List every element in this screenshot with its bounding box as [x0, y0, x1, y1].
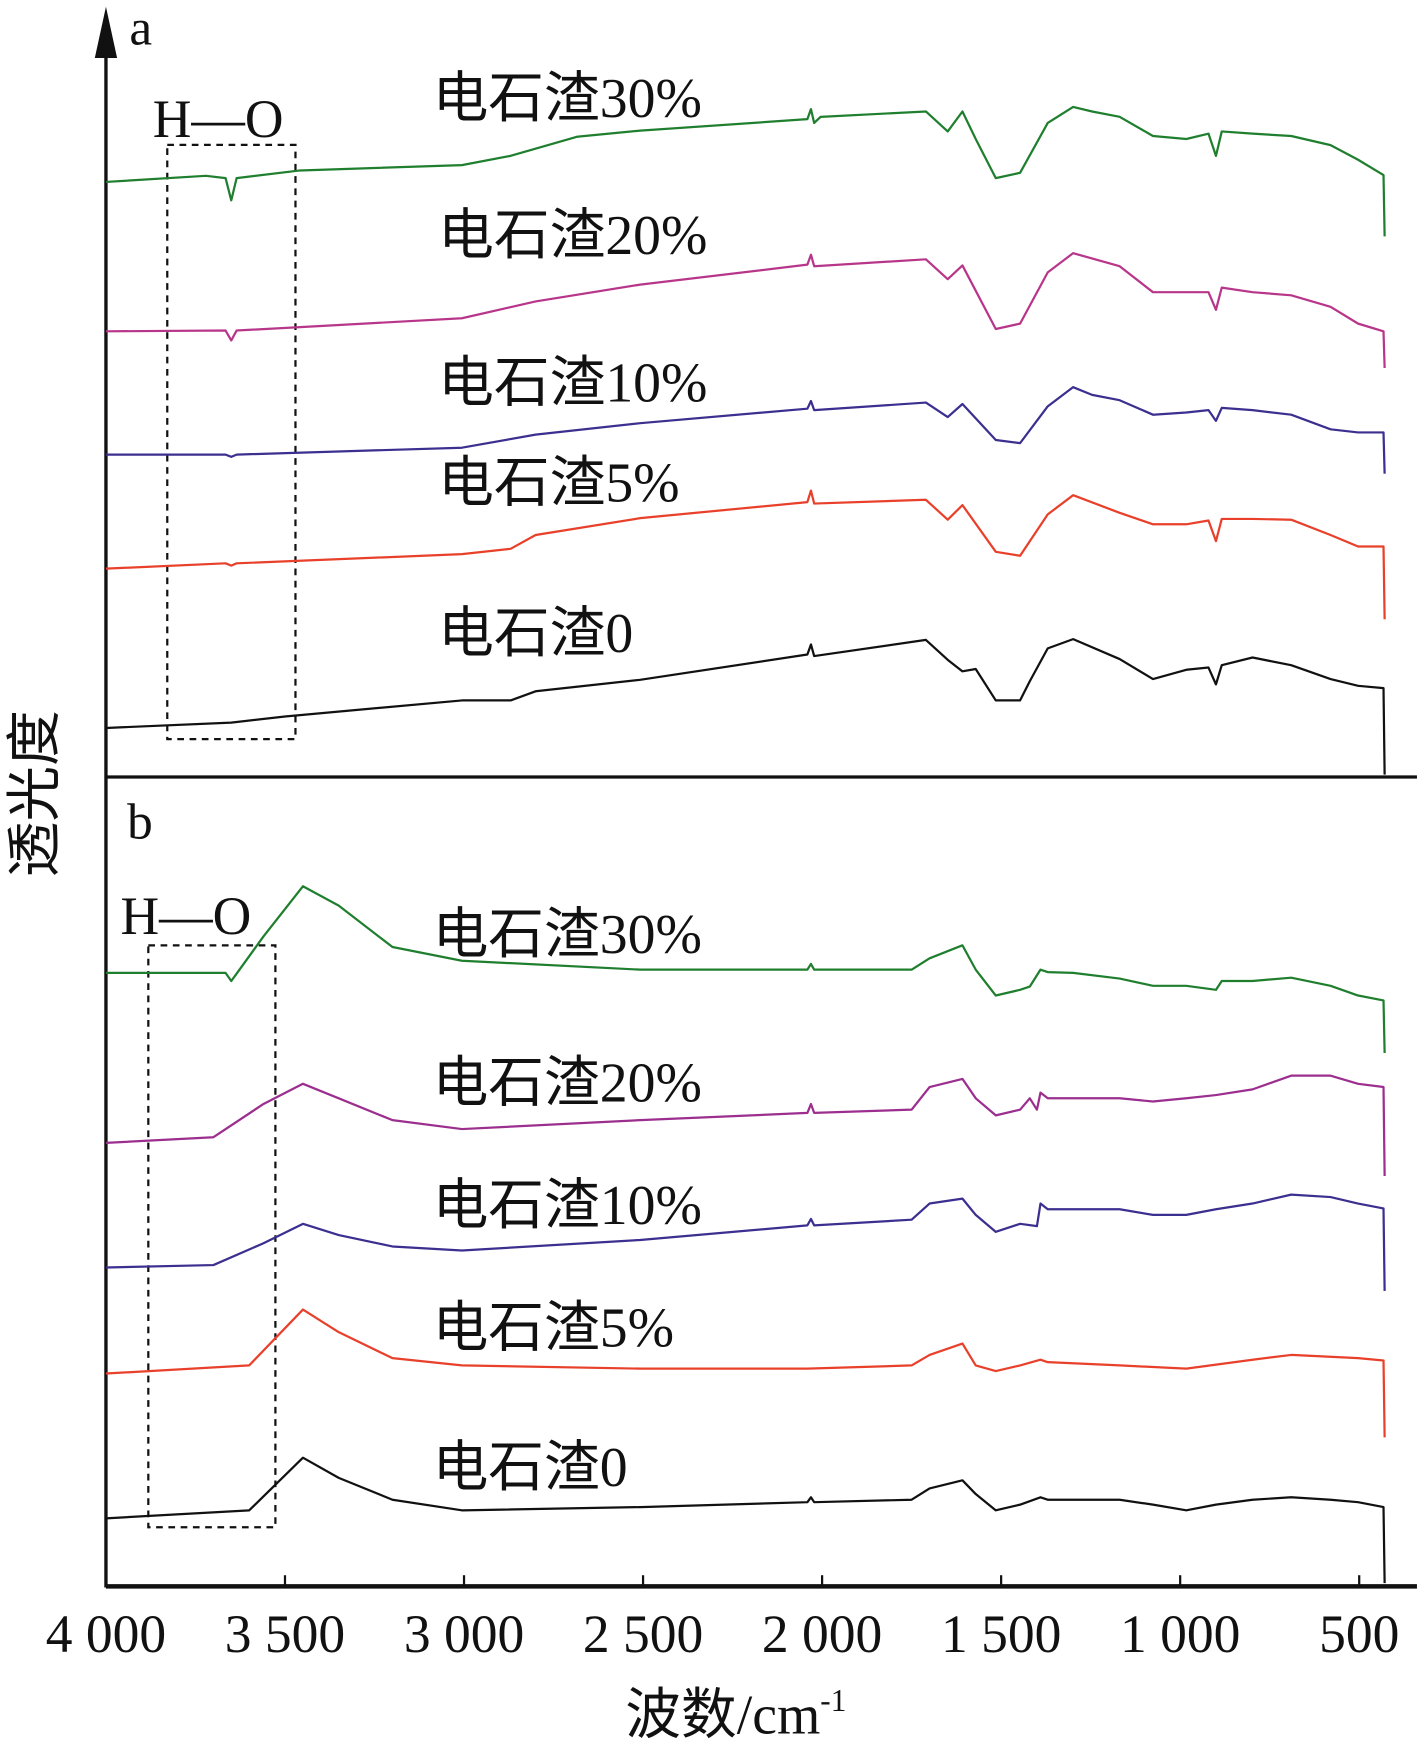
x-tick-label: 4 000	[46, 1604, 166, 1664]
panel-label-b: b	[127, 793, 153, 850]
x-axis-label-sup: -1	[820, 1683, 846, 1718]
x-axis-label: 波数/cm-1	[625, 1683, 846, 1746]
series-label-a-0: 电石渣0	[438, 603, 633, 665]
series-label-b-20: 电石渣20%	[433, 1052, 702, 1114]
annotation-box-a	[166, 143, 297, 741]
series-line-a-2	[105, 386, 1386, 474]
series-label-a-20: 电石渣20%	[438, 205, 707, 267]
series-label-a-30: 电石渣30%	[433, 68, 702, 130]
panel-label-a: a	[129, 0, 152, 57]
x-tick-label: 3 000	[404, 1604, 524, 1664]
axes	[94, 6, 1417, 1589]
x-tick-labels: 4 000 3 500 3 000 2 500 2 000 1 500 1 000 500	[46, 1604, 1400, 1664]
y-axis-label: 透光度	[5, 710, 67, 877]
series-line-a-0	[105, 105, 1386, 237]
series-line-b-4	[105, 1456, 1386, 1584]
series-label-a-10: 电石渣10%	[438, 352, 707, 414]
series-line-a-3	[105, 489, 1386, 620]
x-axis-label-main: 波数/cm	[625, 1685, 820, 1747]
x-tick-label: 500	[1319, 1604, 1399, 1664]
y-axis-arrow-icon	[94, 6, 118, 58]
annotation-h-o-b: H—O	[120, 886, 251, 946]
x-tick-label: 2 500	[583, 1604, 703, 1664]
series-line-a-4	[105, 637, 1386, 775]
spectra	[105, 105, 1386, 1584]
series-line-b-0	[105, 885, 1386, 1054]
series-label-a-5: 电石渣5%	[438, 453, 679, 515]
series-label-b-10: 电石渣10%	[433, 1175, 702, 1237]
series-label-b-5: 电石渣5%	[433, 1298, 674, 1360]
annotation-box-b	[147, 944, 277, 1529]
series-line-b-1	[105, 1074, 1386, 1177]
x-tick-label: 2 000	[762, 1604, 882, 1664]
x-tick-label: 1 000	[1120, 1604, 1240, 1664]
x-tick-label: 1 500	[941, 1604, 1061, 1664]
annotation-h-o-a: H—O	[153, 89, 284, 149]
series-line-b-2	[105, 1193, 1386, 1291]
series-line-a-1	[105, 252, 1386, 369]
x-ticks	[283, 1575, 1361, 1587]
series-label-b-30: 电石渣30%	[433, 904, 702, 966]
series-line-b-3	[105, 1308, 1386, 1438]
series-label-b-0: 电石渣0	[433, 1437, 628, 1499]
x-tick-label: 3 500	[225, 1604, 345, 1664]
